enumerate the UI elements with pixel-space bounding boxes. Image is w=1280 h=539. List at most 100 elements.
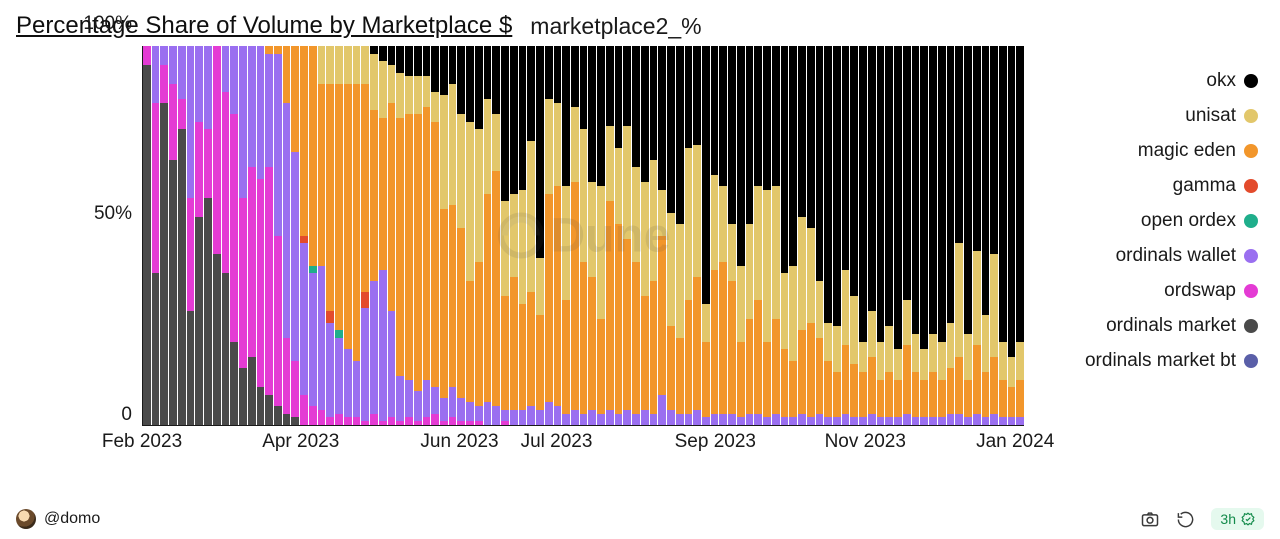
- bar[interactable]: [178, 46, 186, 425]
- bar[interactable]: [903, 46, 911, 425]
- bar[interactable]: [588, 46, 596, 425]
- bar[interactable]: [597, 46, 605, 425]
- bar[interactable]: [877, 46, 885, 425]
- bar[interactable]: [894, 46, 902, 425]
- bar[interactable]: [222, 46, 230, 425]
- bar[interactable]: [361, 46, 369, 425]
- legend-item[interactable]: gamma: [1074, 175, 1264, 197]
- bar[interactable]: [885, 46, 893, 425]
- bar[interactable]: [859, 46, 867, 425]
- bar[interactable]: [536, 46, 544, 425]
- bar[interactable]: [702, 46, 710, 425]
- bar[interactable]: [423, 46, 431, 425]
- bar[interactable]: [457, 46, 465, 425]
- bar[interactable]: [484, 46, 492, 425]
- bar[interactable]: [754, 46, 762, 425]
- bar[interactable]: [763, 46, 771, 425]
- bar[interactable]: [737, 46, 745, 425]
- legend-item[interactable]: magic eden: [1074, 140, 1264, 162]
- bar[interactable]: [388, 46, 396, 425]
- bar[interactable]: [868, 46, 876, 425]
- bar[interactable]: [667, 46, 675, 425]
- bar[interactable]: [143, 46, 151, 425]
- bar[interactable]: [466, 46, 474, 425]
- bar[interactable]: [929, 46, 937, 425]
- bar[interactable]: [379, 46, 387, 425]
- bar[interactable]: [658, 46, 666, 425]
- bar[interactable]: [746, 46, 754, 425]
- bar[interactable]: [615, 46, 623, 425]
- bar[interactable]: [685, 46, 693, 425]
- legend-item[interactable]: ordinals wallet: [1074, 245, 1264, 267]
- camera-icon[interactable]: [1140, 509, 1160, 529]
- bar[interactable]: [239, 46, 247, 425]
- bar[interactable]: [344, 46, 352, 425]
- refresh-icon[interactable]: [1176, 510, 1195, 529]
- bar[interactable]: [1008, 46, 1016, 425]
- bar[interactable]: [318, 46, 326, 425]
- bar[interactable]: [169, 46, 177, 425]
- bar[interactable]: [693, 46, 701, 425]
- bar[interactable]: [641, 46, 649, 425]
- bar[interactable]: [449, 46, 457, 425]
- author-link[interactable]: @domo: [16, 509, 100, 529]
- bar[interactable]: [571, 46, 579, 425]
- bar[interactable]: [353, 46, 361, 425]
- bar[interactable]: [554, 46, 562, 425]
- bar[interactable]: [213, 46, 221, 425]
- refresh-age-pill[interactable]: 3h: [1211, 508, 1264, 530]
- bar[interactable]: [187, 46, 195, 425]
- bar[interactable]: [283, 46, 291, 425]
- bar[interactable]: [798, 46, 806, 425]
- bar[interactable]: [492, 46, 500, 425]
- bar[interactable]: [947, 46, 955, 425]
- bar[interactable]: [833, 46, 841, 425]
- bar[interactable]: [781, 46, 789, 425]
- bar[interactable]: [152, 46, 160, 425]
- legend-item[interactable]: ordinals market: [1074, 315, 1264, 337]
- bar[interactable]: [850, 46, 858, 425]
- bar[interactable]: [160, 46, 168, 425]
- bar[interactable]: [990, 46, 998, 425]
- bar[interactable]: [955, 46, 963, 425]
- bar[interactable]: [265, 46, 273, 425]
- bar[interactable]: [1016, 46, 1024, 425]
- bar[interactable]: [527, 46, 535, 425]
- bar[interactable]: [291, 46, 299, 425]
- bar[interactable]: [519, 46, 527, 425]
- bar[interactable]: [964, 46, 972, 425]
- bar[interactable]: [335, 46, 343, 425]
- legend-item[interactable]: ordswap: [1074, 280, 1264, 302]
- bar[interactable]: [606, 46, 614, 425]
- bar[interactable]: [816, 46, 824, 425]
- bar[interactable]: [204, 46, 212, 425]
- bar[interactable]: [195, 46, 203, 425]
- bar[interactable]: [510, 46, 518, 425]
- bar[interactable]: [370, 46, 378, 425]
- legend-item[interactable]: ordinals market bt: [1074, 350, 1264, 372]
- bar[interactable]: [650, 46, 658, 425]
- bar[interactable]: [842, 46, 850, 425]
- bar[interactable]: [431, 46, 439, 425]
- bar[interactable]: [274, 46, 282, 425]
- bar[interactable]: [501, 46, 509, 425]
- bar[interactable]: [230, 46, 238, 425]
- bar[interactable]: [309, 46, 317, 425]
- bar[interactable]: [623, 46, 631, 425]
- bar[interactable]: [405, 46, 413, 425]
- bar[interactable]: [920, 46, 928, 425]
- bar[interactable]: [711, 46, 719, 425]
- legend-item[interactable]: unisat: [1074, 105, 1264, 127]
- bar[interactable]: [414, 46, 422, 425]
- bar[interactable]: [824, 46, 832, 425]
- bar[interactable]: [580, 46, 588, 425]
- bar[interactable]: [257, 46, 265, 425]
- bar[interactable]: [248, 46, 256, 425]
- bar[interactable]: [396, 46, 404, 425]
- bar[interactable]: [938, 46, 946, 425]
- bar[interactable]: [300, 46, 308, 425]
- bar[interactable]: [475, 46, 483, 425]
- bar[interactable]: [440, 46, 448, 425]
- bar[interactable]: [676, 46, 684, 425]
- bar[interactable]: [973, 46, 981, 425]
